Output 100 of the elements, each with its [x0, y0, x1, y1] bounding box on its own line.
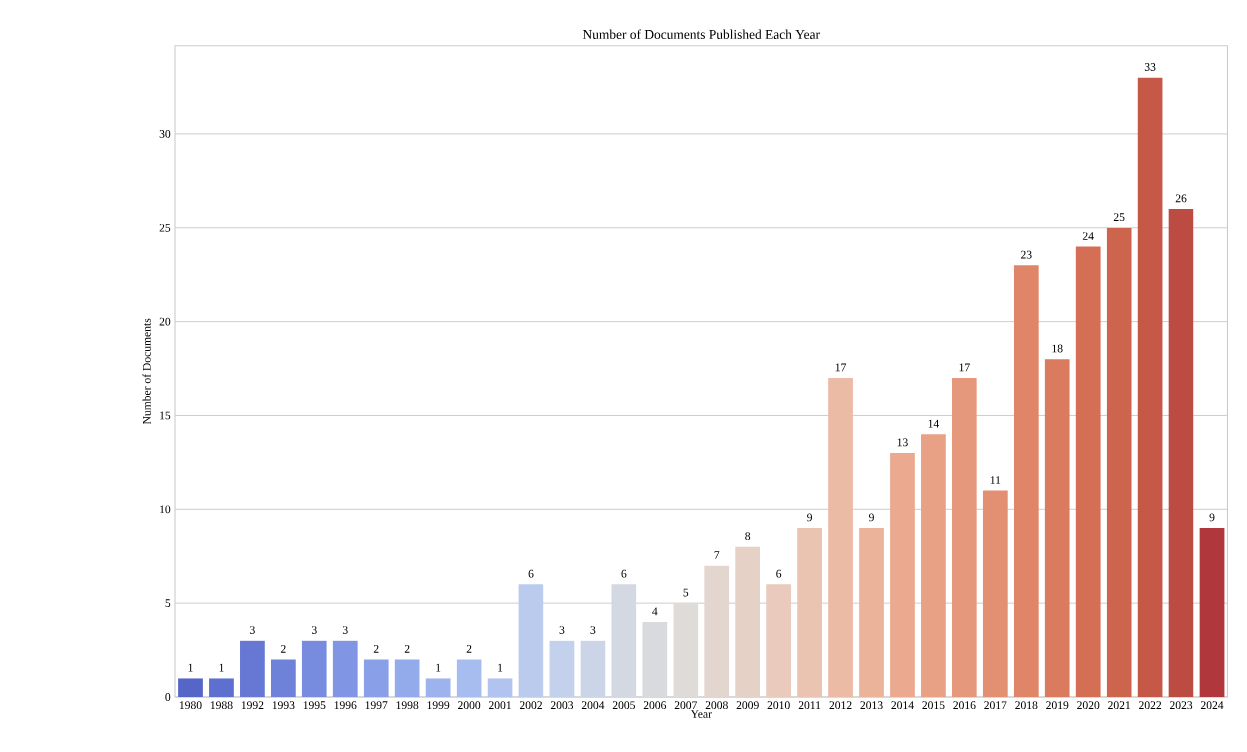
- x-tick-label: 2009: [736, 701, 759, 710]
- bar: [332, 640, 358, 698]
- x-tick-label: 2013: [860, 701, 883, 710]
- data-label: 1: [219, 663, 224, 672]
- bar: [518, 584, 544, 698]
- data-label: 11: [990, 476, 1001, 484]
- bar: [611, 584, 637, 698]
- bar: [394, 659, 420, 698]
- x-tick-label: 2020: [1077, 701, 1100, 710]
- data-label: 7: [714, 551, 720, 559]
- bar: [1137, 77, 1163, 698]
- data-label: 24: [1082, 232, 1094, 240]
- data-label: 9: [868, 513, 874, 522]
- x-tick-label: 2024: [1200, 701, 1224, 710]
- bar: [178, 678, 203, 698]
- y-axis-title: Number of Documents: [142, 318, 151, 425]
- data-label: 3: [342, 626, 348, 634]
- x-tick-label: 2014: [891, 701, 914, 710]
- bar: [1075, 246, 1101, 698]
- bar: [240, 640, 265, 698]
- data-label: 33: [1144, 63, 1156, 71]
- x-tick-label: 1992: [241, 701, 264, 710]
- y-tick-label: 20: [159, 317, 171, 326]
- data-label: 6: [528, 569, 534, 578]
- data-label: 26: [1175, 194, 1187, 203]
- data-label: 2: [466, 645, 472, 653]
- bar: [270, 659, 296, 698]
- bar: [951, 377, 977, 698]
- data-label: 3: [250, 626, 255, 634]
- x-tick-label: 2002: [519, 701, 542, 710]
- bar: [673, 603, 699, 698]
- x-tick-label: 2011: [798, 701, 821, 710]
- data-label: 6: [621, 569, 627, 578]
- data-label: 18: [1052, 344, 1063, 353]
- data-label: 1: [436, 663, 441, 672]
- bar: [363, 659, 389, 698]
- x-tick-label: 2012: [829, 701, 852, 710]
- data-label: 4: [652, 607, 658, 616]
- data-label: 5: [683, 588, 689, 597]
- y-tick-label: 25: [159, 223, 171, 232]
- x-tick-label: 2010: [767, 701, 790, 710]
- x-tick-label: 1996: [334, 701, 357, 710]
- x-tick-label: 2022: [1139, 701, 1162, 710]
- data-label: 23: [1021, 250, 1032, 259]
- bar: [921, 434, 946, 698]
- x-tick-label: 2021: [1108, 701, 1131, 710]
- x-tick-label: 1997: [365, 701, 388, 710]
- data-label: 17: [835, 363, 847, 372]
- data-label: 1: [188, 663, 193, 672]
- bar: [1044, 359, 1070, 698]
- bar: [487, 678, 513, 698]
- data-label: 3: [311, 626, 317, 634]
- y-tick-label: 30: [159, 130, 171, 138]
- bar: [859, 528, 884, 698]
- x-tick-label: 1999: [427, 701, 450, 710]
- bar: [301, 640, 327, 698]
- data-label: 3: [559, 626, 565, 634]
- x-tick-label: 1980: [179, 701, 202, 710]
- chart-title: Number of Documents Published Each Year: [582, 29, 820, 40]
- x-tick-label: 2018: [1015, 701, 1038, 710]
- bar: [425, 678, 451, 698]
- x-tick-label: 1998: [396, 701, 419, 710]
- data-label: 2: [373, 645, 379, 653]
- x-axis-title: Year: [690, 710, 712, 718]
- bar: [549, 640, 575, 698]
- data-label: 9: [807, 513, 813, 522]
- data-label: 14: [928, 419, 940, 428]
- x-tick-label: 2017: [984, 701, 1007, 710]
- data-label: 13: [897, 438, 908, 447]
- x-tick-label: 2003: [550, 701, 574, 710]
- bar: [828, 377, 853, 698]
- x-tick-label: 2016: [953, 701, 976, 710]
- bar: [1168, 209, 1194, 698]
- bar: [797, 528, 822, 698]
- x-tick-label: 2015: [922, 701, 945, 710]
- x-tick-label: 2005: [612, 701, 635, 710]
- x-tick-label: 2001: [488, 701, 511, 710]
- bar: [735, 546, 761, 698]
- y-tick-label: 10: [160, 505, 171, 514]
- x-tick-label: 1993: [272, 701, 295, 710]
- bar: [766, 584, 792, 698]
- y-tick-label: 5: [165, 599, 171, 608]
- bar: [642, 621, 668, 698]
- data-label: 2: [280, 645, 286, 653]
- bar: [580, 640, 606, 698]
- x-tick-label: 2023: [1169, 701, 1193, 710]
- data-label: 8: [745, 532, 751, 541]
- x-tick-label: 2019: [1046, 701, 1069, 710]
- x-tick-label: 2004: [581, 701, 605, 710]
- data-label: 17: [959, 363, 970, 372]
- x-tick-label: 2000: [458, 701, 481, 710]
- data-label: 9: [1209, 513, 1215, 522]
- data-label: 25: [1113, 213, 1125, 222]
- x-tick-label: 2006: [643, 701, 667, 710]
- data-label: 2: [404, 645, 410, 653]
- y-tick-label: 0: [165, 693, 171, 701]
- data-label: 3: [590, 626, 596, 634]
- x-tick-label: 1988: [210, 701, 233, 710]
- bar: [209, 678, 234, 698]
- x-tick-label: 2007: [674, 701, 698, 710]
